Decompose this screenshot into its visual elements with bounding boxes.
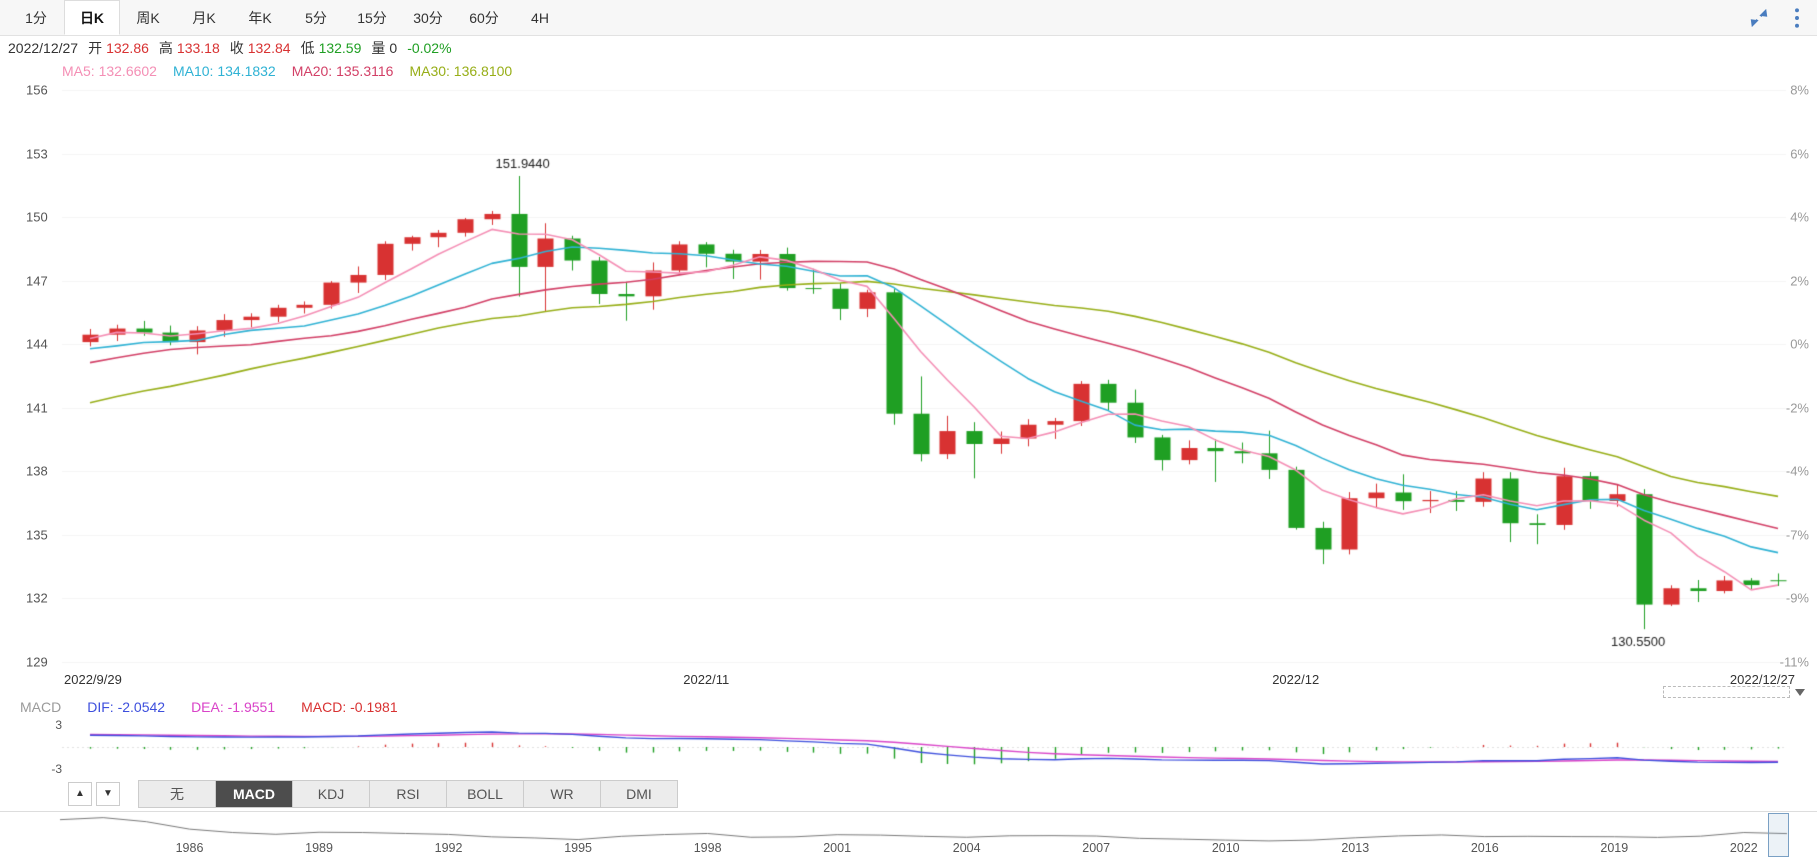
dif-value: DIF: -2.0542 (87, 699, 166, 715)
period-tab-yearly[interactable]: 年K (248, 9, 272, 26)
macd-canvas[interactable] (0, 718, 1817, 776)
navigator-selection-window[interactable] (1768, 813, 1789, 857)
period-tab-5min[interactable]: 5分 (305, 9, 327, 26)
period-tab-4h[interactable]: 4H (531, 9, 549, 26)
period-tabs: 1分 日K 周K 月K 年K 5分 15分 30分 60分 4H (0, 0, 568, 35)
ohlc-infobar: 2022/12/27 开 132.86 高 133.18 收 132.84 低 132.… (0, 36, 1817, 60)
indicator-tab-rsi[interactable]: RSI (370, 780, 447, 807)
ma5-value: MA5: 132.6602 (62, 63, 157, 79)
quote-date: 2022/12/27 (8, 40, 79, 56)
period-tab-15min[interactable]: 15分 (357, 9, 387, 26)
high-label: 高 (158, 40, 173, 56)
timeline-navigator[interactable]: 1986 1989 1992 1995 1998 2001 2004 2007 2010 2013… (0, 812, 1817, 860)
period-tab-weekly[interactable]: 周K (136, 9, 160, 26)
indicator-tab-kdj[interactable]: KDJ (293, 780, 370, 807)
period-tab-monthly[interactable]: 月K (192, 9, 216, 26)
macd-header: MACD DIF: -2.0542 DEA: -1.9551 MACD: -0.… (0, 696, 1817, 718)
indicator-bar: ▲ ▼ 无 MACD KDJ RSI BOLL WR DMI (0, 776, 1817, 812)
indicator-tab-macd[interactable]: MACD (216, 780, 293, 807)
macd-chart[interactable]: 3 -3 (0, 718, 1817, 776)
ma-values-bar: MA5: 132.6602 MA10: 134.1832 MA20: 135.3… (0, 60, 1817, 82)
ma10-value: MA10: 134.1832 (172, 63, 276, 79)
open-label: 开 (88, 40, 103, 56)
open-value: 132.86 (106, 40, 149, 56)
scroll-range-indicator[interactable] (1663, 686, 1805, 698)
period-tab-30min[interactable]: 30分 (413, 9, 443, 26)
pane-up-button[interactable]: ▲ (68, 781, 92, 806)
indicator-tab-none[interactable]: 无 (139, 780, 216, 807)
ma20-value: MA20: 135.3116 (291, 63, 394, 79)
candlestick-chart[interactable]: 156 8% 153 6% 150 4% 147 2% 144 0% 141 -2% 138 -4% 135… (0, 82, 1817, 696)
period-tab-1min[interactable]: 1分 (25, 9, 47, 26)
pane-down-button[interactable]: ▼ (96, 781, 120, 806)
macd-value: MACD: -0.1981 (301, 699, 398, 715)
ma30-value: MA30: 136.8100 (409, 63, 513, 79)
period-tabbar: 1分 日K 周K 月K 年K 5分 15分 30分 60分 4H (0, 0, 1817, 36)
macd-title: MACD (20, 699, 62, 715)
close-label: 收 (229, 40, 244, 56)
dea-value: DEA: -1.9551 (191, 699, 276, 715)
indicator-tab-dmi[interactable]: DMI (601, 780, 678, 807)
low-value: 132.59 (318, 40, 362, 56)
tabbar-icons (1749, 0, 1817, 35)
expand-icon[interactable] (1749, 8, 1769, 28)
candlestick-canvas[interactable] (0, 82, 1817, 696)
close-value: 132.84 (247, 40, 291, 56)
volume-label: 量 (371, 40, 386, 56)
scroll-thumb-arrow-icon (1795, 689, 1805, 696)
high-value: 133.18 (176, 40, 220, 56)
indicator-tab-wr[interactable]: WR (524, 780, 601, 807)
period-tab-60min[interactable]: 60分 (469, 9, 499, 26)
navigator-canvas[interactable] (0, 812, 1817, 860)
volume-value: 0 (389, 40, 398, 56)
period-tab-daily[interactable]: 日K (64, 0, 120, 35)
change-percent: -0.02% (407, 40, 452, 56)
low-label: 低 (300, 40, 315, 56)
indicator-tabs: 无 MACD KDJ RSI BOLL WR DMI (138, 779, 678, 808)
more-menu-icon[interactable] (1787, 7, 1807, 28)
indicator-tab-boll[interactable]: BOLL (447, 780, 524, 807)
